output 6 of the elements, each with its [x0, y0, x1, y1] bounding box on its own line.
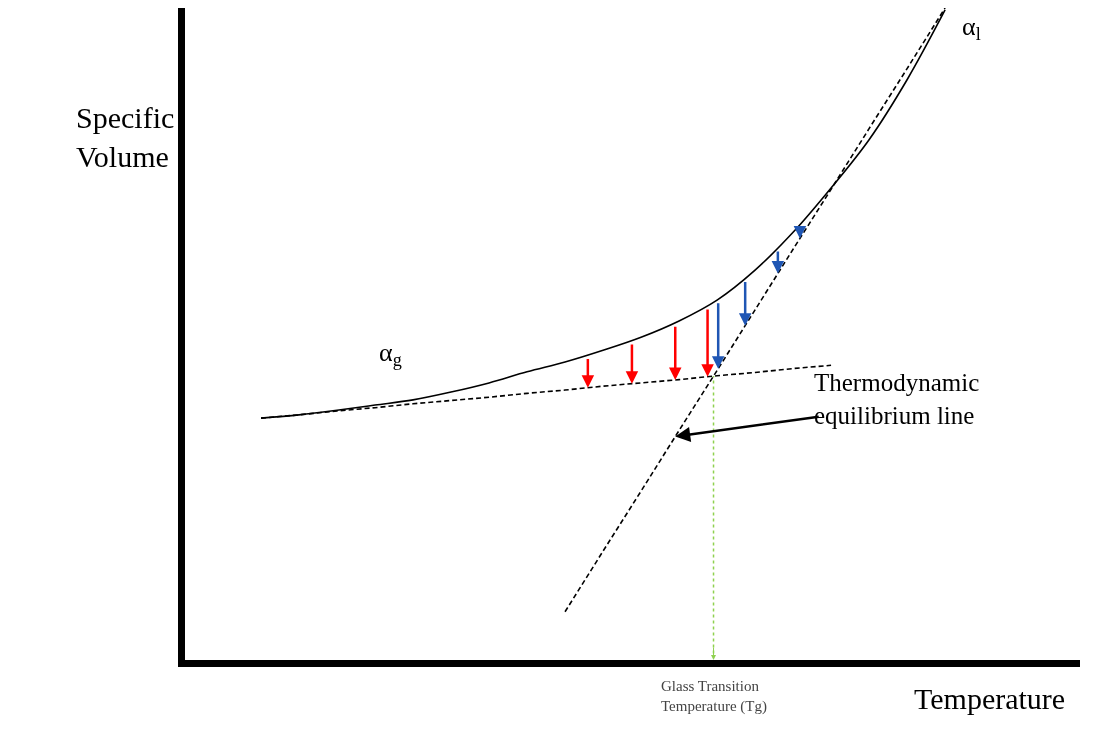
x-axis-title: Temperature: [914, 682, 1066, 715]
text: Glass Transition Temperature (Tg): [661, 678, 767, 715]
annotation: α$_{g}$: [379, 338, 402, 371]
annotation: α$_{l}$: [962, 12, 981, 45]
y-axis-title: Specific Volume: [76, 101, 175, 173]
annotation: Thermodynamic equilibrium line: [814, 369, 980, 429]
